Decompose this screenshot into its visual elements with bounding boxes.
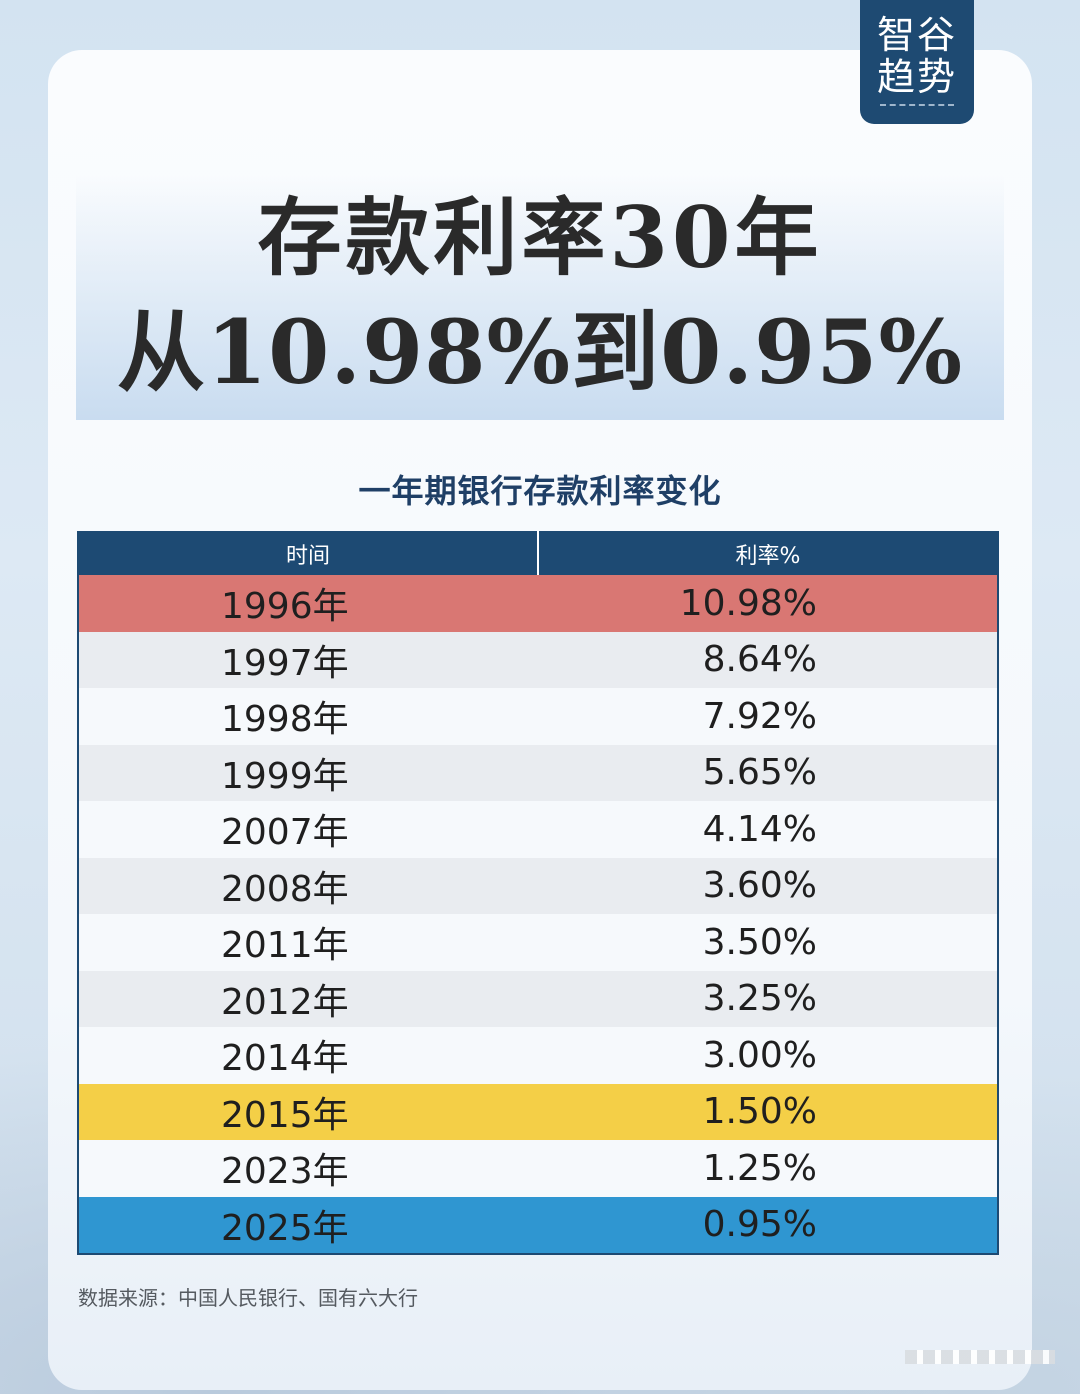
table-row: 2014年 3.00% (78, 1027, 998, 1084)
column-header-rate: 利率% (538, 532, 998, 575)
year-cell: 1997年 (78, 631, 538, 688)
year-cell: 2012年 (78, 970, 538, 1027)
table-title: 一年期银行存款利率变化 (358, 472, 722, 510)
year-cell: 1996年 (78, 575, 538, 632)
title-highlight-band (76, 175, 1004, 420)
table-row: 2007年 4.14% (78, 801, 998, 858)
year-cell: 2014年 (78, 1027, 538, 1084)
year-cell: 1998年 (78, 688, 538, 745)
table-row: 1998年 7.92% (78, 688, 998, 745)
rate-cell: 3.60% (538, 857, 998, 914)
table-row: 2025年 0.95% (78, 1196, 998, 1254)
rate-cell: 7.92% (538, 688, 998, 745)
table-row: 2011年 3.50% (78, 914, 998, 971)
rate-cell: 4.14% (538, 801, 998, 858)
year-cell: 2025年 (78, 1196, 538, 1254)
brand-line-1: 智谷 (876, 13, 957, 57)
table-row: 1997年 8.64% (78, 631, 998, 688)
brand-line-2: 趋势 (876, 55, 957, 99)
table-row: 1999年 5.65% (78, 744, 998, 801)
headline-line-2: 从10.98%到0.95% (116, 300, 964, 404)
rate-cell: 5.65% (538, 744, 998, 801)
rate-table: 时间 利率% 1996年 10.98% 1997年 8.64% 1998年 7.92% 19… (77, 531, 999, 1255)
table-row: 2008年 3.60% (78, 857, 998, 914)
year-cell: 1999年 (78, 744, 538, 801)
rate-cell: 1.50% (538, 1083, 998, 1140)
data-source-note: 数据来源：中国人民银行、国有六大行 (78, 1286, 418, 1310)
year-cell: 2015年 (78, 1083, 538, 1140)
rate-cell: 0.95% (538, 1196, 998, 1254)
rate-cell: 3.25% (538, 970, 998, 1027)
year-cell: 2008年 (78, 857, 538, 914)
table-row: 2023年 1.25% (78, 1140, 998, 1197)
rate-cell: 1.25% (538, 1140, 998, 1197)
table-row: 1996年 10.98% (78, 575, 998, 632)
rate-cell: 3.50% (538, 914, 998, 971)
brand-divider (880, 104, 954, 106)
table-header-row: 时间 利率% (78, 532, 998, 575)
rate-cell: 8.64% (538, 631, 998, 688)
table-row: 2012年 3.25% (78, 970, 998, 1027)
rate-cell: 10.98% (538, 575, 998, 632)
year-cell: 2023年 (78, 1140, 538, 1197)
year-cell: 2011年 (78, 914, 538, 971)
watermark (905, 1350, 1055, 1364)
brand-logo: 智谷 趋势 (860, 0, 974, 124)
rate-cell: 3.00% (538, 1027, 998, 1084)
headline-line-1: 存款利率30年 (257, 188, 823, 287)
year-cell: 2007年 (78, 801, 538, 858)
table-row: 2015年 1.50% (78, 1083, 998, 1140)
table-body: 1996年 10.98% 1997年 8.64% 1998年 7.92% 1999年 5.65… (78, 575, 998, 1254)
column-header-time: 时间 (78, 532, 539, 575)
